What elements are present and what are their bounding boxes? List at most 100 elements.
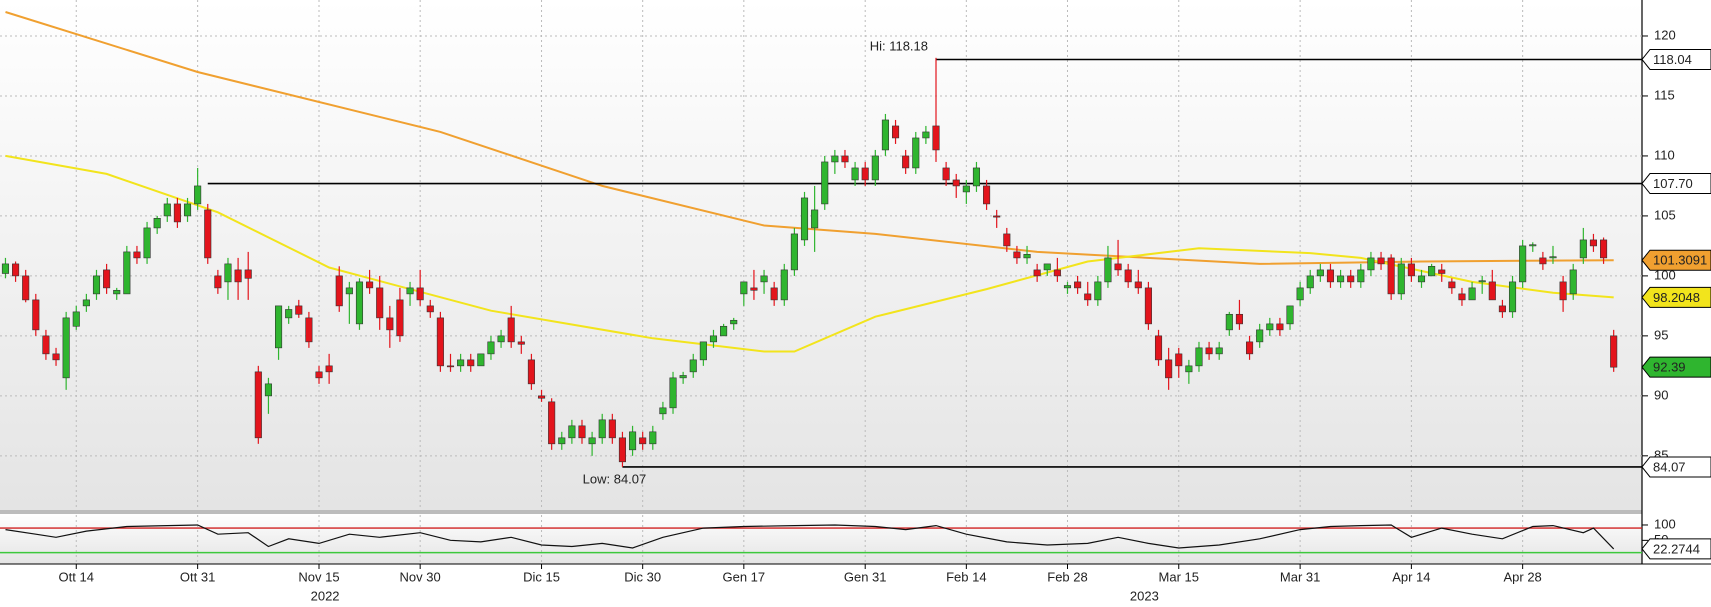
candle-body [1600, 239, 1608, 259]
x-tick-label: Nov 15 [298, 569, 339, 584]
candle-body [517, 341, 525, 345]
candle-body [841, 155, 849, 163]
candle-body [113, 289, 121, 295]
candle-body [32, 299, 40, 331]
candle-body [244, 269, 252, 279]
candle-body [234, 269, 242, 283]
last-value-tag-bg [1641, 249, 1711, 271]
candle-body [82, 299, 90, 307]
candle-body [305, 317, 313, 343]
candle-body [699, 341, 707, 361]
x-tick-label: Feb 28 [1047, 569, 1087, 584]
candle-body [1256, 329, 1264, 343]
candle-body [983, 185, 991, 205]
candle-body [851, 167, 859, 181]
candle-body [446, 365, 455, 368]
candle-body [1549, 256, 1557, 259]
candle-body [618, 437, 627, 463]
candle-body [264, 383, 272, 397]
candle-body [1337, 275, 1345, 283]
candle-body [740, 281, 748, 295]
candle-body [1407, 263, 1415, 277]
candle-body [588, 437, 596, 445]
pane-divider [0, 510, 1642, 514]
candle-body [183, 203, 192, 217]
y-tick-label: 110 [1654, 147, 1675, 162]
candle-body [679, 375, 687, 379]
x-tick-label: Nov 30 [400, 569, 441, 584]
candle-body [669, 377, 677, 409]
candle-body [345, 287, 353, 295]
candle-body [1266, 323, 1274, 331]
candle-body [881, 119, 889, 151]
x-tick-label: Gen 31 [844, 569, 887, 584]
candle-body [548, 401, 556, 445]
candle-body [790, 233, 798, 271]
y-tick-label: 120 [1654, 27, 1676, 42]
x-tick-label: Mar 15 [1159, 569, 1199, 584]
candle-body [1438, 269, 1446, 274]
candle-body [426, 305, 434, 313]
candle-body [1347, 275, 1355, 283]
candle-body [416, 287, 424, 301]
candle-body [922, 131, 930, 139]
level-tag-bg [1641, 173, 1711, 195]
candle-body [1, 263, 10, 274]
candle-body [1478, 280, 1486, 283]
x-tick-label: Ott 31 [180, 569, 215, 584]
candle-body [123, 251, 131, 295]
oscillator-tag-bg [1641, 538, 1711, 560]
candle-body [396, 299, 404, 337]
candle-body [52, 353, 60, 361]
last-value-tag: 98.2048 [1653, 290, 1700, 305]
candle-body [1215, 347, 1223, 355]
candle-body [214, 275, 222, 289]
last-value-tag-bg [1641, 286, 1711, 308]
candle-body [1286, 305, 1294, 325]
candle-body [861, 167, 869, 181]
candle-body [871, 155, 879, 181]
candle-body [1397, 263, 1405, 295]
x-tick-label: Apr 14 [1392, 569, 1430, 584]
candle-body [1033, 269, 1041, 277]
candle-body [366, 281, 374, 289]
candle-body [1610, 335, 1618, 368]
candle-body [1235, 313, 1243, 325]
candle-body [831, 155, 839, 163]
candle-body [406, 287, 414, 295]
candle-body [730, 319, 738, 325]
last-price-tag: 92.39 [1653, 360, 1686, 375]
candle-body [467, 359, 475, 367]
candle-body [1134, 281, 1142, 289]
level-tag-bg [1641, 456, 1711, 478]
candle-body [932, 125, 940, 151]
x-tick-label: Apr 28 [1503, 569, 1541, 584]
candle-body [72, 311, 80, 327]
candle-body [760, 275, 768, 283]
x-tick-label: Dic 15 [523, 569, 560, 584]
candle-body [1023, 254, 1031, 259]
candle-body [649, 431, 657, 445]
level-tag: 84.07 [1653, 459, 1686, 474]
candle-body [1417, 275, 1426, 283]
candle-body [315, 371, 323, 379]
candle-body [1589, 239, 1598, 247]
moving-average [5, 11, 1614, 265]
candle-body [1165, 359, 1173, 379]
candle-body [92, 275, 101, 295]
candle-body [173, 203, 181, 223]
candle-body [103, 269, 111, 289]
candle-body [993, 215, 1001, 218]
oscillator-line [5, 524, 1615, 550]
level-tag: 118.04 [1653, 52, 1692, 67]
candle-body [537, 395, 546, 399]
candle-body [568, 425, 576, 439]
x-tick-label: Ott 14 [59, 569, 94, 584]
last-price-tag-bg [1641, 356, 1711, 378]
candle-body [962, 185, 970, 193]
x-tick-label: Feb 14 [946, 569, 986, 584]
candle-body [1124, 269, 1132, 283]
annotation: Hi: 118.18 [870, 38, 928, 53]
candle-body [1104, 257, 1112, 283]
candle-body [457, 359, 465, 367]
